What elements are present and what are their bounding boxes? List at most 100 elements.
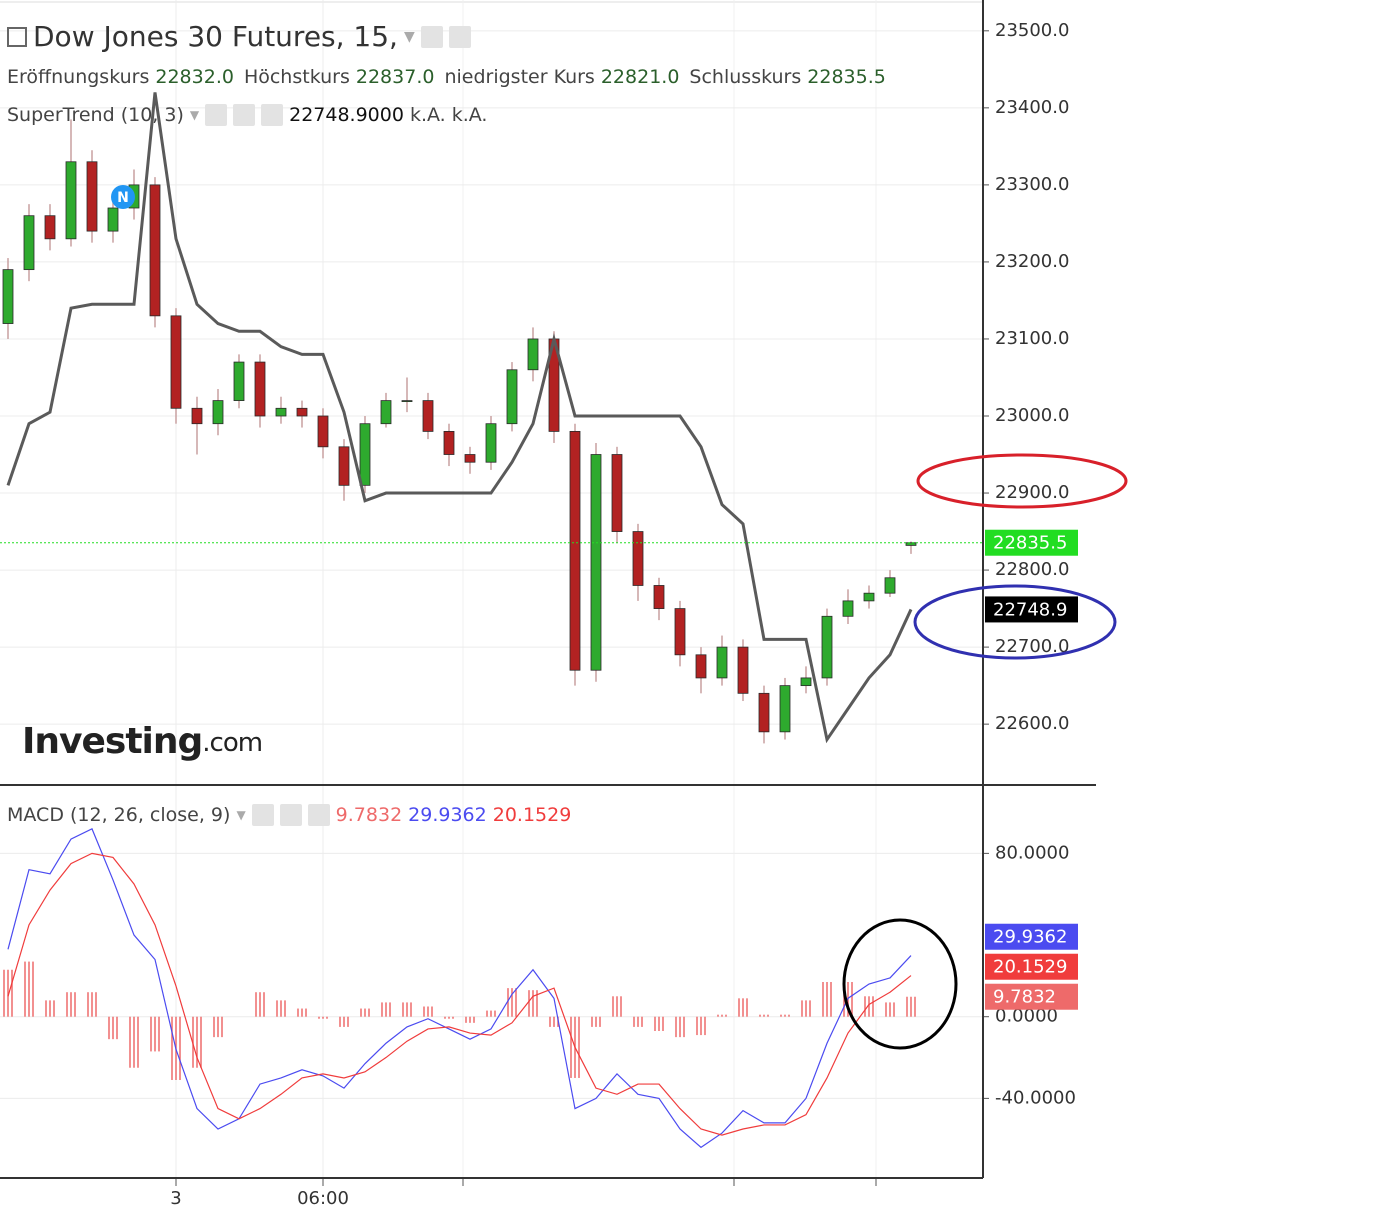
ohlc-row: Eröffnungskurs 22832.0 Höchstkurs 22837.0 ni…: [7, 66, 890, 88]
candle-body: [422, 400, 434, 432]
candle-body: [695, 654, 707, 679]
candle-body: [65, 161, 77, 240]
price-tag-label: 20.1529: [993, 957, 1067, 978]
logo: Investing.com: [22, 721, 262, 762]
candle-body: [275, 407, 287, 417]
candle-body: [2, 269, 14, 324]
ohlc-value: 22835.5: [807, 66, 886, 88]
candle-body: [254, 361, 266, 417]
candle-body: [653, 585, 665, 609]
y-tick-label: 23300.0: [995, 174, 1069, 195]
line-series: [6, 92, 913, 744]
ohlc-label: niedrigster Kurs: [444, 66, 595, 88]
dropdown-arrow[interactable]: ▼: [403, 28, 415, 45]
news-marker-label[interactable]: N: [117, 190, 129, 206]
candle-body: [23, 215, 35, 271]
price-tag-label: 29.9362: [993, 927, 1067, 948]
candle-body: [212, 400, 224, 425]
price-tag: [985, 983, 1078, 1010]
candle-body: [149, 184, 161, 317]
candle-body: [170, 315, 182, 409]
macd-legend: MACD (12, 26, close, 9) ▼ 9.7832 29.9362…: [7, 804, 571, 826]
y-tick-label: 23200.0: [995, 251, 1069, 272]
ohlc-label: Schlusskurs: [689, 66, 802, 88]
ohlc-value: 22832.0: [155, 66, 234, 88]
dropdown-arrow[interactable]: ▼: [189, 108, 200, 122]
ohlc-label: Höchstkurs: [243, 66, 350, 88]
settings-icon[interactable]: [279, 804, 302, 826]
indicator-value: k.A.: [451, 104, 488, 126]
ohlc-value: 22837.0: [355, 66, 435, 88]
y-tick-label: 22900.0: [995, 482, 1069, 503]
y-tick-label: 23100.0: [995, 328, 1069, 349]
indicator-name: MACD (12, 26, close, 9): [7, 804, 231, 826]
settings-icon[interactable]: [448, 25, 471, 48]
candle-body: [44, 215, 56, 240]
price-tag-label: 9.7832: [993, 987, 1056, 1008]
candle-body: [443, 431, 455, 455]
logo-suffix: .com: [202, 728, 262, 758]
remove-icon[interactable]: [261, 104, 284, 126]
y-tick-label: 23500.0: [995, 20, 1069, 41]
candle-body: [821, 615, 833, 679]
macd-signal-value: 20.1529: [492, 804, 572, 826]
indicator-name: SuperTrend (10, 3): [7, 104, 184, 126]
price-tag: [985, 596, 1078, 623]
price-tag: [985, 923, 1078, 950]
line-series: [7, 828, 912, 1149]
candle-body: [800, 677, 812, 687]
candle-body: [716, 646, 728, 679]
remove-icon[interactable]: [307, 804, 330, 826]
price-tag-label: 22748.9: [993, 599, 1067, 620]
price-tag: [985, 529, 1078, 556]
candle-body: [380, 400, 392, 425]
candle-body: [233, 361, 245, 401]
ohlc-label: Eröffnungskurs: [7, 66, 150, 88]
settings-icon[interactable]: [233, 104, 256, 126]
y-tick-label: 23000.0: [995, 405, 1069, 426]
indicator-value: 22748.9000: [289, 104, 404, 126]
candle-body: [758, 692, 770, 733]
candle-body: [611, 454, 623, 532]
y-tick-label: -40.0000: [995, 1087, 1076, 1108]
candle-body: [359, 423, 371, 486]
line-series: [7, 852, 912, 1136]
candle-body: [401, 400, 413, 402]
dropdown-arrow[interactable]: ▼: [236, 808, 246, 822]
eye-icon[interactable]: [251, 804, 274, 826]
ohlc-value: 22821.0: [600, 66, 680, 88]
candle-body: [86, 161, 98, 232]
candle-body: [317, 415, 329, 448]
candle-body: [737, 646, 749, 694]
candle-body: [842, 600, 854, 617]
logo-brand: Investing: [22, 721, 202, 762]
eye-icon[interactable]: [205, 104, 228, 126]
y-tick-label: 22600.0: [995, 713, 1069, 734]
price-tag: [985, 953, 1078, 980]
x-tick-label: 06:00: [297, 1188, 349, 1209]
title-row: Dow Jones 30 Futures, 15, ▼: [7, 20, 471, 53]
candle-body: [674, 608, 686, 656]
news-marker[interactable]: [111, 185, 135, 209]
candle-body: [338, 446, 350, 486]
candle-body: [590, 454, 602, 671]
candle-body: [107, 207, 119, 232]
candle-body: [296, 407, 308, 417]
candle-body: [527, 338, 539, 371]
candle-body: [485, 423, 497, 463]
eye-icon[interactable]: [420, 25, 443, 48]
candle-body: [863, 592, 875, 602]
candle-body: [905, 542, 917, 546]
collapse-button[interactable]: [7, 26, 27, 47]
candle-body: [506, 369, 518, 425]
candle-body: [569, 431, 581, 671]
x-tick-label: 3: [170, 1188, 181, 1209]
indicator-value: k.A.: [409, 104, 446, 126]
macd-hist-value: 9.7832: [335, 804, 403, 826]
annotation-ellipse: [842, 918, 958, 1050]
macd-line-value: 29.9362: [408, 804, 487, 826]
y-tick-label: 22700.0: [995, 636, 1069, 657]
annotation-ellipse: [913, 584, 1117, 660]
